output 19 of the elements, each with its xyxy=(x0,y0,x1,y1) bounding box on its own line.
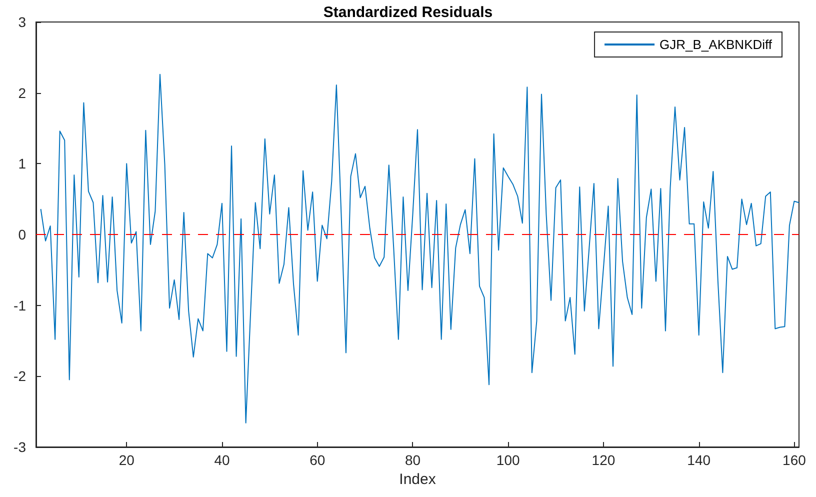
x-tick-label: 140 xyxy=(687,452,711,468)
x-tick-label: 80 xyxy=(404,452,421,468)
y-tick-label: -2 xyxy=(14,368,26,384)
y-tick-label: -1 xyxy=(14,297,26,314)
x-tick-label: 60 xyxy=(310,452,326,468)
y-tick-label: -3 xyxy=(14,439,26,455)
legend-label: GJR_B_AKBNKDiff xyxy=(660,37,772,52)
y-tick-label: 2 xyxy=(18,84,26,101)
x-tick-label: 20 xyxy=(118,452,135,468)
line-series xyxy=(40,74,800,424)
y-tick-label: 1 xyxy=(18,156,26,172)
chart-title: Standardized Residuals xyxy=(323,4,493,21)
x-tick-label: 120 xyxy=(592,452,616,468)
x-axis-title: Index xyxy=(399,470,436,488)
y-tick-label: 3 xyxy=(18,14,26,30)
x-tick-label: 40 xyxy=(214,452,230,468)
y-tick-label: 0 xyxy=(18,226,26,242)
x-tick-label: 160 xyxy=(782,452,806,468)
x-tick-label: 100 xyxy=(496,452,520,468)
